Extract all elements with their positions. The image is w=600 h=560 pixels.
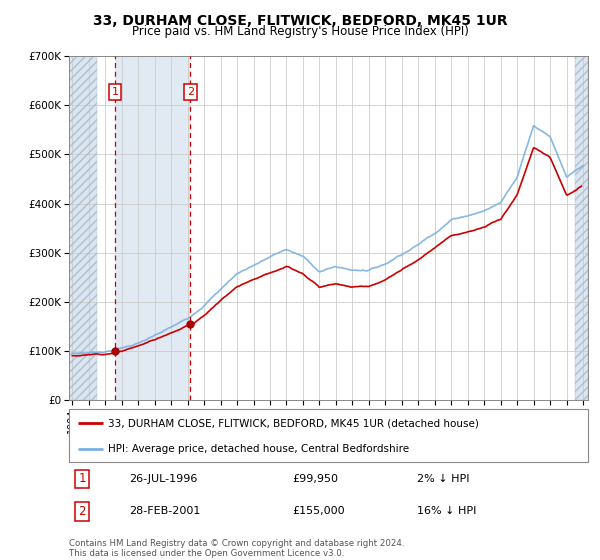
Text: 33, DURHAM CLOSE, FLITWICK, BEDFORD, MK45 1UR (detached house): 33, DURHAM CLOSE, FLITWICK, BEDFORD, MK4… (108, 418, 479, 428)
Text: Contains HM Land Registry data © Crown copyright and database right 2024.
This d: Contains HM Land Registry data © Crown c… (69, 539, 404, 558)
Text: £155,000: £155,000 (292, 506, 345, 516)
Text: 28-FEB-2001: 28-FEB-2001 (128, 506, 200, 516)
Text: 2: 2 (187, 87, 194, 97)
Text: 1: 1 (78, 473, 86, 486)
Bar (575, 56, 588, 400)
Text: 2: 2 (78, 505, 86, 517)
Text: Price paid vs. HM Land Registry's House Price Index (HPI): Price paid vs. HM Land Registry's House … (131, 25, 469, 38)
Text: 26-JUL-1996: 26-JUL-1996 (128, 474, 197, 484)
Bar (115, 56, 190, 400)
Text: £99,950: £99,950 (292, 474, 338, 484)
FancyBboxPatch shape (69, 409, 588, 462)
Bar (69, 56, 97, 400)
Text: 1: 1 (112, 87, 118, 97)
Text: 16% ↓ HPI: 16% ↓ HPI (417, 506, 476, 516)
Bar (69, 56, 97, 400)
Bar (575, 56, 588, 400)
Text: 33, DURHAM CLOSE, FLITWICK, BEDFORD, MK45 1UR: 33, DURHAM CLOSE, FLITWICK, BEDFORD, MK4… (92, 14, 508, 28)
Text: HPI: Average price, detached house, Central Bedfordshire: HPI: Average price, detached house, Cent… (108, 444, 409, 454)
Text: 2% ↓ HPI: 2% ↓ HPI (417, 474, 469, 484)
